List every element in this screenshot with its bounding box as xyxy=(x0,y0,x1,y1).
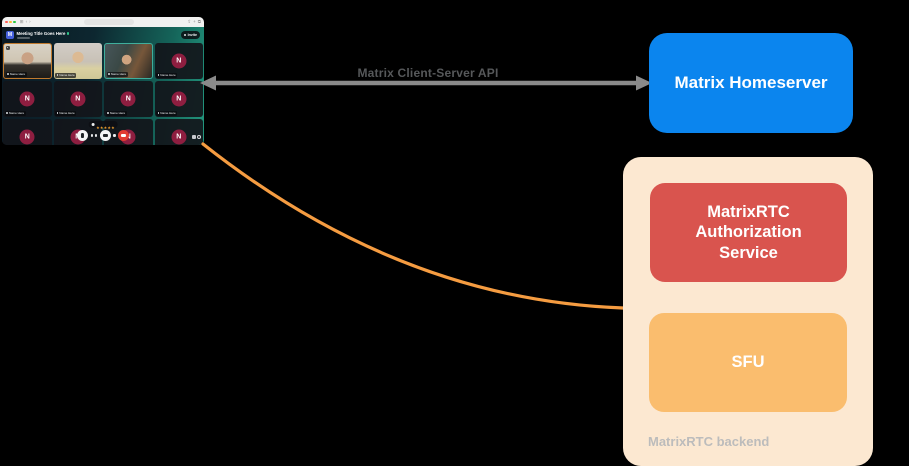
mic-icon xyxy=(81,133,84,138)
call-controls xyxy=(76,130,130,141)
control-dot-icon xyxy=(113,134,116,137)
hangup-icon xyxy=(120,134,127,137)
zoom-icon[interactable] xyxy=(13,20,16,24)
participant-name-badge: Name Here xyxy=(156,72,178,78)
sfu-label: SFU xyxy=(731,353,765,371)
star-icon[interactable]: ★ xyxy=(96,124,100,130)
participant-name-badge: Name Here xyxy=(4,110,26,116)
star-icon[interactable]: ★ xyxy=(111,124,115,130)
speaker-indicator-icon xyxy=(5,45,10,50)
person-icon xyxy=(183,33,187,37)
participant-name-badge: Name Here xyxy=(55,110,77,116)
auth-service-label: MatrixRTC Authorization Service xyxy=(695,202,802,262)
mic-muted-icon xyxy=(56,112,59,115)
browser-toolbar: ⊞ ‹ › ⇪ + ⧉ xyxy=(2,17,204,27)
browser-window: ⊞ ‹ › ⇪ + ⧉ Name Here Name Here Name Here N… xyxy=(2,17,204,145)
participant-tile: N Name Here xyxy=(154,81,203,117)
participant-name: Name Here xyxy=(160,73,176,78)
sfu-connection-curve xyxy=(201,142,625,310)
participant-name: Name Here xyxy=(109,111,126,116)
homeserver-label: Matrix Homeserver xyxy=(674,73,828,92)
mic-button[interactable] xyxy=(76,130,88,141)
mic-muted-icon xyxy=(157,112,160,115)
traffic-lights[interactable] xyxy=(5,20,16,24)
participant-name: Name Here xyxy=(110,72,127,77)
participant-name-badge: Name Here xyxy=(105,110,127,116)
participant-name: Name Here xyxy=(9,72,26,77)
participant-name-badge: Name Here xyxy=(106,71,128,77)
participant-name: Name Here xyxy=(160,111,176,116)
back-icon[interactable]: ‹ xyxy=(25,18,28,24)
url-bar[interactable] xyxy=(84,19,134,25)
star-icon[interactable]: ★ xyxy=(103,124,108,130)
participant-avatar: N xyxy=(19,91,35,107)
minimize-icon[interactable] xyxy=(9,20,12,24)
call-header: M Meeting Title Goes Here Invite xyxy=(2,27,204,43)
participant-name: Name Here xyxy=(59,73,75,78)
participant-tile: Name Here xyxy=(104,43,153,79)
participant-name: Name Here xyxy=(59,111,75,116)
camera-button[interactable] xyxy=(99,130,111,141)
participant-tile: N Name Here xyxy=(154,43,203,79)
participant-name-badge: Name Here xyxy=(156,110,178,116)
mic-muted-icon xyxy=(108,73,110,76)
participant-tile: N Name Here xyxy=(53,81,102,117)
control-dot-icon xyxy=(90,134,93,137)
participant-tile: N Name Here xyxy=(3,81,52,117)
invite-button[interactable]: Invite xyxy=(180,31,200,39)
mic-muted-icon xyxy=(56,74,59,77)
room-avatar: M xyxy=(6,31,14,39)
mic-muted-icon xyxy=(157,74,160,77)
element-call-app: Name Here Name Here Name Here N Name Here N Na… xyxy=(2,27,204,145)
tile-option-icons xyxy=(191,135,201,139)
participant-avatar: N xyxy=(120,91,136,107)
mic-muted-icon xyxy=(6,112,8,115)
mic-muted-icon xyxy=(7,73,9,76)
encrypted-icon xyxy=(66,32,70,35)
tab-grid-icon[interactable]: ⊞ xyxy=(19,18,24,24)
star-rating[interactable]: ★★★★★ xyxy=(88,121,118,130)
participant-tile: Name Here xyxy=(53,43,102,79)
participant-avatar: N xyxy=(19,129,35,145)
sfu-box: SFU xyxy=(649,313,847,412)
participant-name: Name Here xyxy=(8,111,25,116)
control-dot-icon xyxy=(95,134,98,137)
star-icon[interactable]: ★ xyxy=(107,124,112,130)
room-title: Meeting Title Goes Here xyxy=(16,31,66,37)
mic-muted-icon xyxy=(107,112,109,115)
participant-avatar: N xyxy=(171,91,187,107)
participant-name-badge: Name Here xyxy=(5,71,27,77)
close-icon[interactable] xyxy=(5,20,8,24)
participant-name-badge: Name Here xyxy=(55,72,77,78)
backend-label: MatrixRTC backend xyxy=(648,434,770,449)
participant-avatar: N xyxy=(171,129,187,145)
room-subtitle xyxy=(16,37,30,39)
star-icon[interactable]: ★ xyxy=(99,124,104,130)
homeserver-box: Matrix Homeserver xyxy=(649,33,853,133)
tabs-icon[interactable]: ⧉ xyxy=(197,18,201,24)
auth-service-box: MatrixRTC Authorization Service xyxy=(650,183,847,282)
participant-avatar: N xyxy=(171,53,187,69)
backend-container: MatrixRTC Authorization Service SFU Matr… xyxy=(623,157,873,466)
arrow-label: Matrix Client-Server API xyxy=(357,66,499,80)
share-icon[interactable]: ⇪ xyxy=(187,18,192,24)
participant-avatar: N xyxy=(70,91,86,107)
participant-grid: Name Here Name Here Name Here N Name Here N Na… xyxy=(3,43,203,145)
participant-tile: N Name Here xyxy=(104,81,153,117)
hangup-button[interactable] xyxy=(118,130,130,141)
participant-tile: N xyxy=(154,119,203,145)
camera-icon xyxy=(102,133,108,138)
reaction-icon xyxy=(91,122,95,127)
new-tab-icon[interactable]: + xyxy=(193,18,196,24)
forward-icon[interactable]: › xyxy=(29,18,31,24)
participant-tile: Name Here xyxy=(3,43,52,79)
invite-button-label: Invite xyxy=(187,33,197,37)
